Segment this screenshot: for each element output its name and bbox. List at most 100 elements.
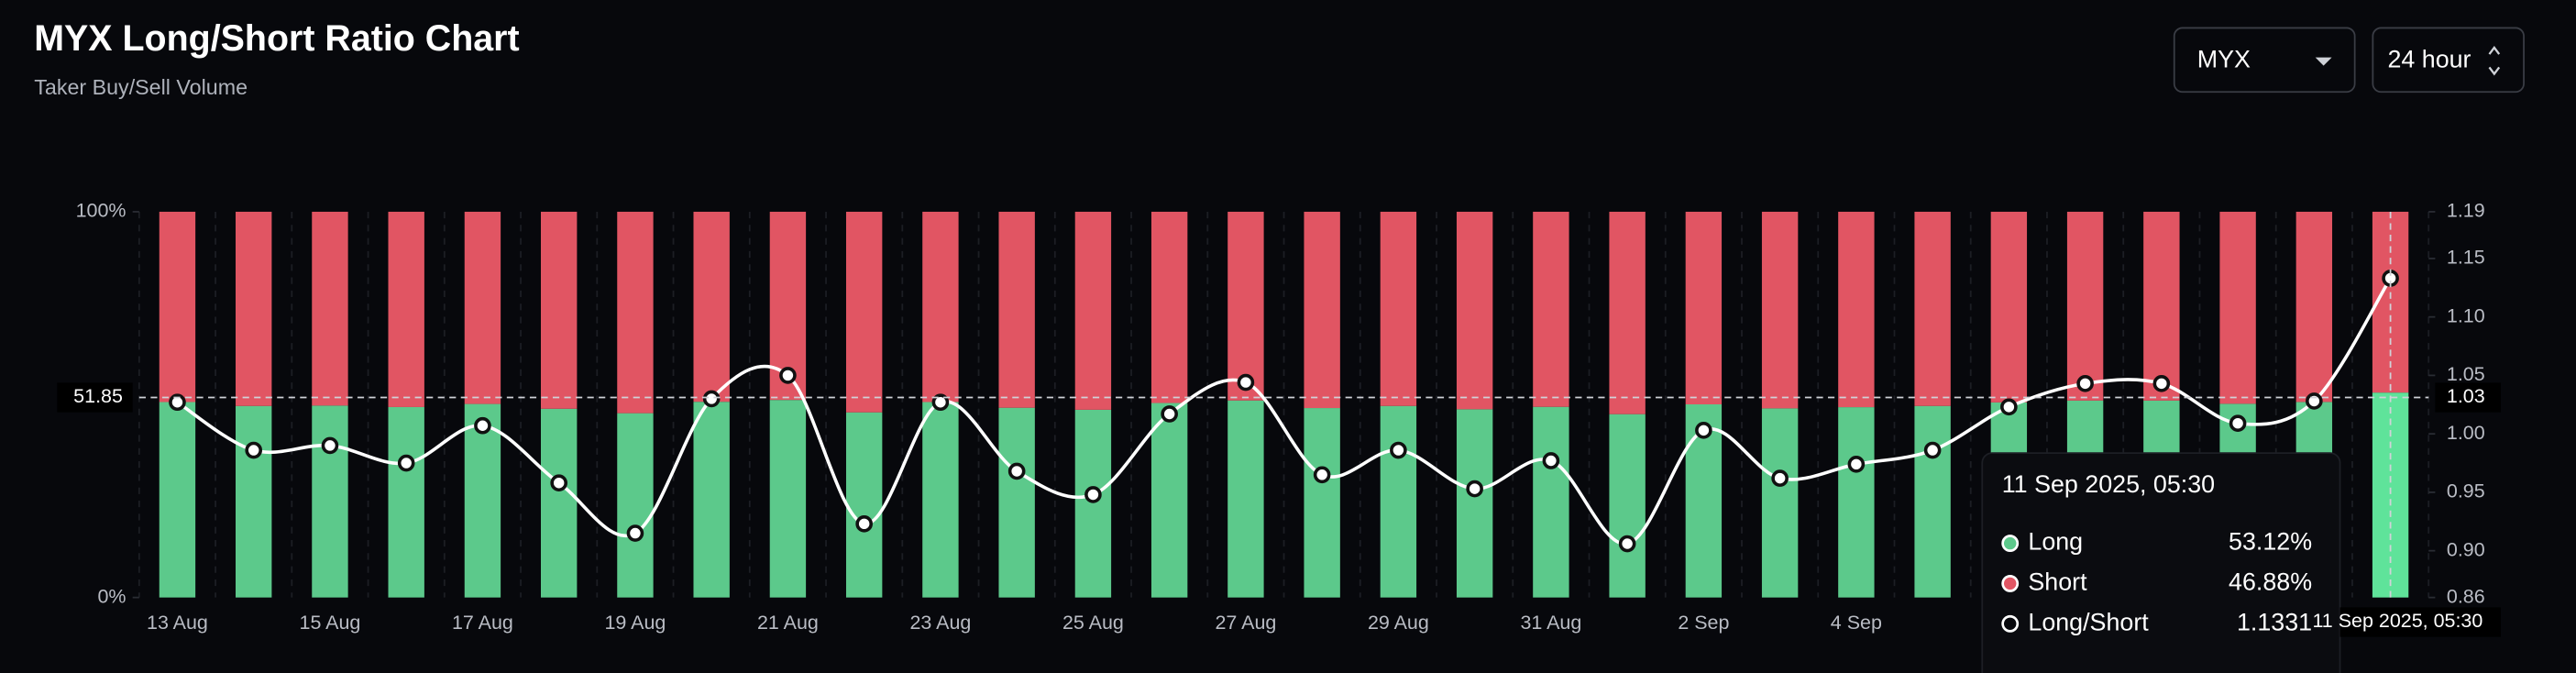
bar-long (1533, 406, 1569, 598)
bar-long (617, 413, 654, 598)
bar-short (617, 211, 654, 414)
bar-short (1150, 211, 1188, 403)
x-tick-label: 13 Aug (147, 612, 208, 634)
y2-tick-label: 1.00 (2447, 422, 2485, 444)
tooltip-name: Long (2028, 528, 2083, 556)
ratio-point (1618, 535, 1636, 553)
y2-tick-label: 1.10 (2447, 304, 2485, 326)
bar-long (159, 402, 196, 598)
ratio-point (779, 367, 797, 384)
bar-long (1761, 408, 1799, 598)
bar-long (693, 402, 730, 598)
tooltip-dot (2001, 575, 2020, 592)
bar-long (388, 406, 424, 598)
ratio-point (855, 515, 873, 533)
bar-long (312, 405, 348, 598)
bar-long (998, 407, 1035, 598)
tooltip-dot (2001, 614, 2020, 633)
bar-long (922, 402, 959, 598)
crosshair-label-bg (57, 382, 133, 413)
bar-long (1150, 403, 1188, 598)
bar-long (1456, 409, 1493, 598)
tooltip-title: 11 Sep 2025, 05:30 (2002, 470, 2215, 498)
ratio-point (931, 393, 950, 412)
bar-long (464, 403, 501, 598)
bar-short (1304, 211, 1340, 409)
bar-short (236, 211, 272, 406)
bar-short (1838, 211, 1875, 408)
ratio-point (245, 441, 263, 459)
select-box[interactable] (2372, 27, 2525, 94)
select-text[interactable]: MYX (2197, 45, 2251, 72)
ratio-point (550, 474, 567, 492)
bar-short (1227, 211, 1264, 401)
interval-select[interactable]: 24 hour (2372, 27, 2525, 94)
ratio-point (321, 436, 339, 455)
ratio-point (1084, 486, 1102, 503)
tooltip-name: Long/Short (2028, 608, 2149, 635)
symbol-select[interactable]: MYX (2173, 27, 2356, 94)
y-tick-label: 0% (97, 585, 126, 607)
bar-long (1304, 408, 1340, 598)
bar-long (2372, 392, 2409, 598)
bar-long (1609, 414, 1646, 598)
bar-short (1456, 211, 1493, 410)
bar-short (2295, 211, 2333, 403)
bar-short (693, 211, 730, 403)
ratio-point (1237, 373, 1255, 392)
bar-long (1380, 405, 1417, 598)
ratio-point (2076, 375, 2094, 392)
bar-short (1914, 211, 1951, 406)
x-tick-label: 2 Sep (1678, 612, 1729, 634)
select-caret (2315, 57, 2332, 66)
tooltip-name: Short (2028, 568, 2087, 596)
bar-short (388, 211, 424, 407)
y2-tick-label: 1.19 (2447, 200, 2485, 222)
bar-long (1074, 409, 1112, 598)
ratio-point (1771, 469, 1789, 487)
x-tick-label: 17 Aug (452, 612, 513, 634)
chart-subtitle: Taker Buy/Sell Volume (34, 75, 248, 99)
ratio-point (169, 393, 186, 412)
tooltip-dot (2001, 535, 2020, 552)
bar-long (236, 405, 272, 598)
bar-short (1685, 211, 1723, 405)
bar-short (2143, 211, 2180, 401)
bar-short (1990, 211, 2028, 403)
y2-tick-label: 0.90 (2447, 538, 2485, 560)
ratio-point (1542, 452, 1560, 469)
crosshair-label-bg (2435, 382, 2501, 413)
x-tick-label: 4 Sep (1831, 612, 1882, 634)
tooltip-value: 46.88% (2229, 568, 2312, 596)
x-tick-label: 25 Aug (1062, 612, 1124, 634)
ratio-point (1313, 466, 1331, 484)
bar-short (2066, 211, 2104, 401)
x-tick-label: 21 Aug (757, 612, 819, 634)
tooltip-box (1981, 452, 2341, 673)
chart-title: MYX Long/Short Ratio Chart (34, 18, 519, 59)
bar-short (845, 211, 883, 413)
ratio-point (1923, 441, 1942, 459)
x-tick-label: 23 Aug (909, 612, 971, 634)
bar-short (922, 211, 959, 403)
bar-short (1074, 211, 1112, 410)
bar-short (540, 211, 578, 409)
bar-short (312, 211, 348, 406)
ratio-point (2152, 375, 2171, 392)
bar-long (845, 412, 883, 598)
select-text[interactable]: 24 hour (2387, 45, 2471, 72)
ratio-point (1695, 422, 1712, 439)
ratio-point (1161, 405, 1178, 423)
select-caret (2488, 45, 2501, 76)
bar-short (998, 211, 1035, 408)
ratio-point (2229, 414, 2247, 433)
y2-tick-label: 1.15 (2447, 247, 2485, 269)
y2-tick-label: 1.05 (2447, 363, 2485, 385)
tooltip-value: 1.1331 (2237, 608, 2312, 635)
crosshair-y2-label: 1.03 (2447, 385, 2485, 407)
crosshair-x-label: 11 Sep 2025, 05:30 (2312, 610, 2482, 632)
x-tick-label: 27 Aug (1215, 612, 1276, 634)
select-box[interactable] (2173, 27, 2356, 94)
ratio-point (2000, 398, 2018, 416)
